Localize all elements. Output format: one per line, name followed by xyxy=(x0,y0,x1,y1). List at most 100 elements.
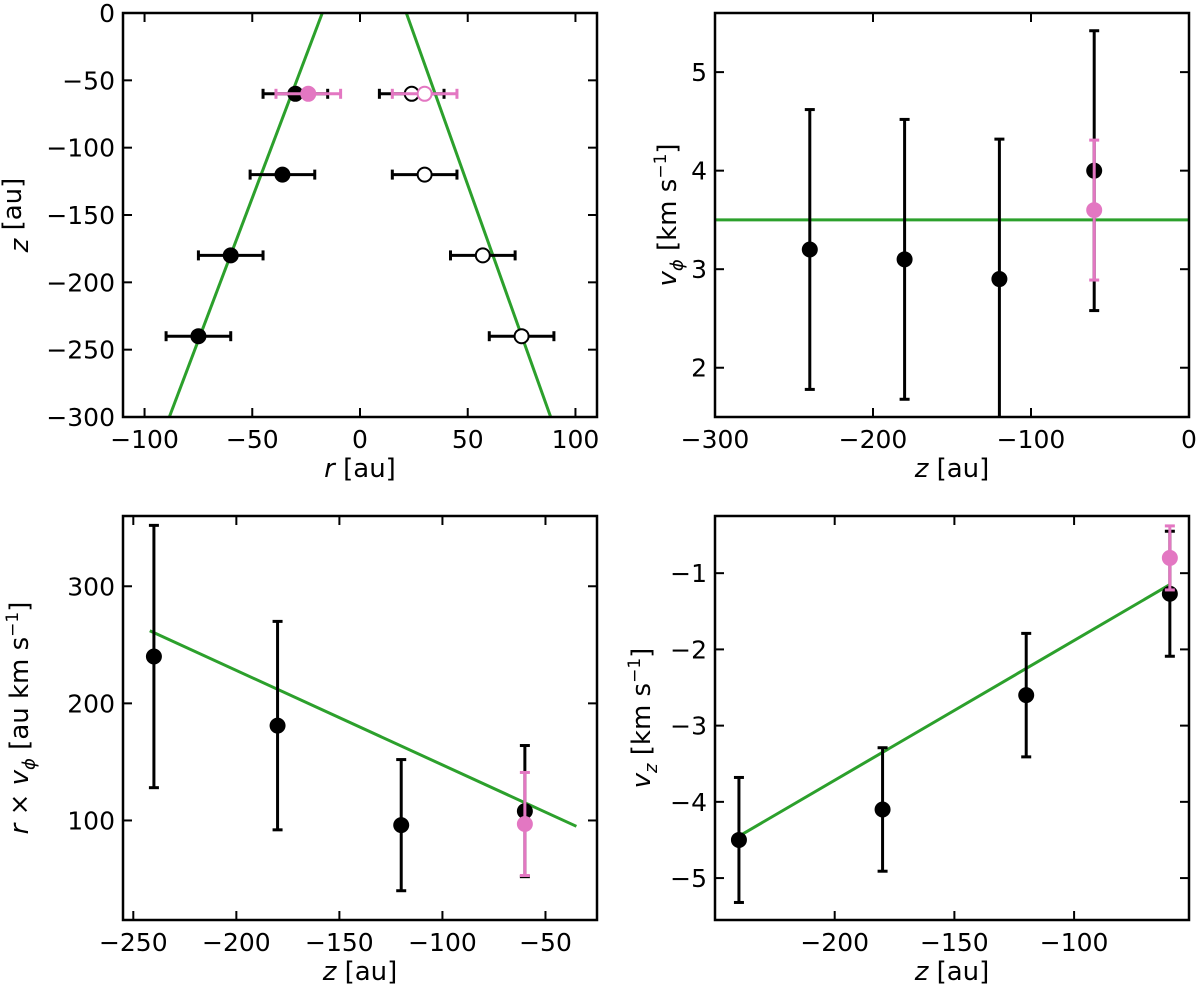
y-axis-label-close: ] xyxy=(653,143,683,153)
plot-area xyxy=(164,13,556,417)
y-axis-label-sup: −1 xyxy=(3,612,23,637)
data-point xyxy=(274,166,291,183)
x-axis-label: z [au] xyxy=(914,957,990,987)
x-axis-label-unit: [au] xyxy=(928,454,989,484)
x-axis-label-unit: [au] xyxy=(335,454,396,484)
y-axis-label-sub: z xyxy=(641,763,662,774)
y-tick-label: −3 xyxy=(670,712,707,741)
fit-line xyxy=(404,13,553,417)
y-axis-label: r × vϕ [au km s−1] xyxy=(3,602,40,835)
y-tick-label: 200 xyxy=(67,689,115,718)
data-point xyxy=(393,817,410,834)
plot-area xyxy=(730,524,1178,904)
data-point xyxy=(513,328,530,345)
x-tick-label: −200 xyxy=(202,928,271,957)
x-tick-label: 0 xyxy=(1181,425,1197,454)
x-tick-label: −150 xyxy=(920,928,989,957)
y-axis-label-unit: [au] xyxy=(0,178,28,239)
data-point xyxy=(416,85,433,102)
x-axis-label: z [au] xyxy=(914,454,990,484)
data-point xyxy=(1018,687,1035,704)
y-axis-label-close: ] xyxy=(627,648,657,658)
y-tick-label: 300 xyxy=(67,572,115,601)
plot-content xyxy=(145,523,578,893)
y-axis-label-unit: [au km s xyxy=(5,637,35,758)
x-tick-label: −200 xyxy=(839,425,908,454)
y-tick-label: −2 xyxy=(670,635,707,664)
plot-content xyxy=(164,13,556,417)
y-axis-label-var: v xyxy=(627,772,657,788)
x-tick-label: −100 xyxy=(408,928,477,957)
y-tick-label: 5 xyxy=(691,58,707,87)
y-axis-label-sup: −1 xyxy=(625,658,645,683)
x-axis-label-var: z xyxy=(914,957,930,987)
data-point xyxy=(1161,549,1178,566)
x-tick-label: −300 xyxy=(681,425,750,454)
y-axis-label-var: z xyxy=(5,237,35,253)
y-tick-label: 4 xyxy=(691,157,707,186)
y-axis-label-close: ] xyxy=(5,602,35,612)
y-tick-label: 0 xyxy=(99,0,115,28)
data-point xyxy=(730,831,747,848)
x-axis-label: z [au] xyxy=(322,957,398,987)
x-axis-label-unit: [au] xyxy=(928,957,989,987)
axes-frame xyxy=(713,514,1191,922)
x-tick-label: −50 xyxy=(226,425,279,454)
y-axis-label-var: r xyxy=(5,821,35,834)
y-tick-label: −250 xyxy=(46,336,115,365)
y-tick-label: 3 xyxy=(691,255,707,284)
data-point xyxy=(300,85,317,102)
x-tick-label: −100 xyxy=(997,425,1066,454)
y-tick-label: −50 xyxy=(62,66,115,95)
y-axis-label: vz [km s−1] xyxy=(625,648,662,789)
y-axis-label-times: × xyxy=(5,785,35,823)
x-tick-label: −150 xyxy=(305,928,374,957)
data-point xyxy=(874,801,891,818)
plot-content xyxy=(730,524,1178,904)
y-tick-label: 100 xyxy=(67,806,115,835)
y-axis-label-sup: −1 xyxy=(651,154,671,179)
data-point xyxy=(1086,202,1103,219)
plot-area xyxy=(715,29,1189,417)
x-tick-label: 50 xyxy=(452,425,484,454)
panel-b: −300 −200 −100 0 2 3 4 5 z [au] vϕ [km s−1] xyxy=(651,11,1197,484)
fit-line xyxy=(738,583,1171,838)
y-tick-label: −100 xyxy=(46,134,115,163)
x-axis-label: r [au] xyxy=(324,454,396,484)
data-point xyxy=(222,247,239,264)
data-point xyxy=(145,648,162,665)
x-tick-label: −100 xyxy=(110,425,179,454)
y-tick-label: −150 xyxy=(46,201,115,230)
axes-frame xyxy=(121,514,599,922)
y-axis-label-var2: v xyxy=(5,769,35,785)
y-tick-label: −200 xyxy=(46,268,115,297)
data-point xyxy=(269,717,286,734)
x-tick-label: −100 xyxy=(1040,928,1109,957)
axes-frame xyxy=(121,11,599,419)
x-axis-label-var: r xyxy=(324,454,337,484)
fit-line xyxy=(167,13,324,417)
y-axis-label-var: v xyxy=(653,271,683,287)
y-axis-label: vϕ [km s−1] xyxy=(651,143,688,286)
y-tick-label: −300 xyxy=(46,403,115,432)
x-axis-label-var: z xyxy=(322,957,338,987)
x-tick-label: 0 xyxy=(352,425,368,454)
y-tick-label: −1 xyxy=(670,559,707,588)
data-point xyxy=(416,166,433,183)
x-tick-label: −200 xyxy=(800,928,869,957)
data-point xyxy=(516,815,533,832)
panel-d: −200 −150 −100−5−4−3−2−1z [au]vz [km s−1] xyxy=(625,514,1191,987)
data-point xyxy=(801,241,818,258)
y-tick-label: −5 xyxy=(670,864,707,893)
data-point xyxy=(474,247,491,264)
y-axis-label-unit: [km s xyxy=(627,683,657,764)
y-tick-label: −4 xyxy=(670,788,707,817)
x-axis-label-var: z xyxy=(914,454,930,484)
x-axis-label-unit: [au] xyxy=(336,957,397,987)
panel-c: −250 −200 −150 −100 −50 100 200 300 z [au] r × vϕ… xyxy=(3,514,599,987)
y-axis-label-sub: ϕ xyxy=(667,259,688,271)
x-tick-label: 100 xyxy=(552,425,600,454)
y-axis-label: z [au] xyxy=(0,178,35,254)
